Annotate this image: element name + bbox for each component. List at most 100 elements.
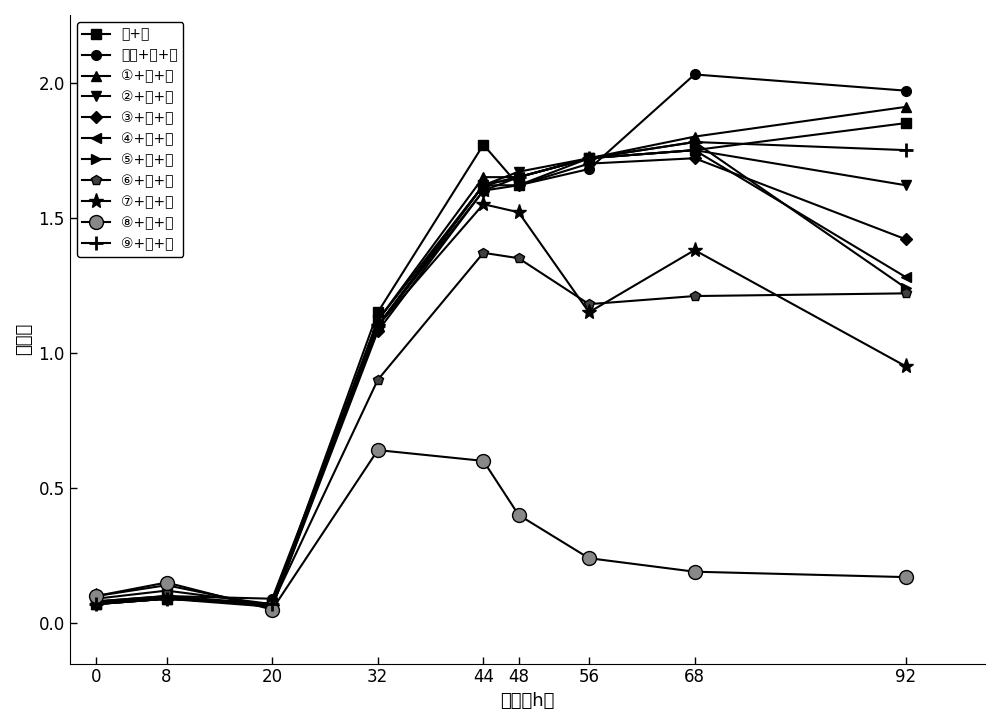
⑧+培+浸 bbox=[372, 446, 384, 455]
④+培+浸 bbox=[477, 186, 489, 195]
⑧+培+浸 bbox=[513, 510, 525, 519]
Line: ⑧+培+浸: ⑧+培+浸 bbox=[89, 443, 913, 616]
⑤+培+浸 bbox=[266, 600, 278, 608]
⑧+培+浸 bbox=[161, 578, 173, 587]
⑨+培+浸 bbox=[583, 154, 595, 162]
②+培+浸 bbox=[90, 597, 102, 606]
②+培+浸 bbox=[477, 181, 489, 190]
⑤+培+浸 bbox=[583, 154, 595, 162]
⑥+培+浸 bbox=[900, 289, 912, 298]
原液+培+浸 bbox=[689, 70, 701, 79]
⑤+培+浸 bbox=[90, 597, 102, 606]
⑦+培+浸 bbox=[583, 308, 595, 317]
⑨+培+浸 bbox=[513, 173, 525, 181]
⑧+培+浸 bbox=[477, 457, 489, 465]
③+培+浸 bbox=[161, 594, 173, 603]
Line: ⑨+培+浸: ⑨+培+浸 bbox=[89, 135, 913, 611]
⑨+培+浸 bbox=[266, 600, 278, 608]
培+浸 bbox=[583, 154, 595, 162]
①+培+浸 bbox=[513, 173, 525, 181]
①+培+浸 bbox=[90, 600, 102, 608]
④+培+浸 bbox=[513, 173, 525, 181]
①+培+浸 bbox=[372, 316, 384, 325]
Line: ①+培+浸: ①+培+浸 bbox=[91, 102, 911, 609]
③+培+浸 bbox=[583, 160, 595, 168]
培+浸 bbox=[266, 600, 278, 608]
培+浸 bbox=[689, 146, 701, 154]
⑥+培+浸 bbox=[689, 291, 701, 300]
⑦+培+浸 bbox=[513, 208, 525, 217]
X-axis label: 时间（h）: 时间（h） bbox=[500, 692, 555, 710]
Y-axis label: 吸光度: 吸光度 bbox=[15, 323, 33, 355]
Line: ③+培+浸: ③+培+浸 bbox=[92, 154, 910, 611]
Line: ④+培+浸: ④+培+浸 bbox=[91, 145, 911, 612]
④+培+浸 bbox=[900, 273, 912, 281]
①+培+浸 bbox=[161, 594, 173, 603]
⑤+培+浸 bbox=[900, 283, 912, 292]
⑥+培+浸 bbox=[90, 594, 102, 603]
③+培+浸 bbox=[477, 186, 489, 195]
④+培+浸 bbox=[90, 600, 102, 608]
⑨+培+浸 bbox=[161, 594, 173, 603]
③+培+浸 bbox=[689, 154, 701, 162]
③+培+浸 bbox=[90, 600, 102, 608]
⑧+培+浸 bbox=[90, 592, 102, 600]
⑤+培+浸 bbox=[372, 316, 384, 325]
③+培+浸 bbox=[513, 181, 525, 190]
③+培+浸 bbox=[372, 327, 384, 336]
③+培+浸 bbox=[266, 602, 278, 611]
⑧+培+浸 bbox=[900, 573, 912, 581]
⑤+培+浸 bbox=[161, 592, 173, 600]
⑧+培+浸 bbox=[689, 568, 701, 576]
Line: ⑤+培+浸: ⑤+培+浸 bbox=[91, 137, 911, 609]
②+培+浸 bbox=[372, 321, 384, 330]
②+培+浸 bbox=[689, 146, 701, 154]
⑤+培+浸 bbox=[689, 138, 701, 146]
④+培+浸 bbox=[583, 154, 595, 162]
原液+培+浸 bbox=[372, 321, 384, 330]
②+培+浸 bbox=[583, 154, 595, 162]
原液+培+浸 bbox=[161, 592, 173, 600]
⑨+培+浸 bbox=[372, 321, 384, 330]
①+培+浸 bbox=[477, 173, 489, 181]
②+培+浸 bbox=[900, 181, 912, 190]
⑦+培+浸 bbox=[372, 321, 384, 330]
Line: 原液+培+浸: 原液+培+浸 bbox=[91, 70, 911, 606]
⑦+培+浸 bbox=[161, 581, 173, 589]
⑤+培+浸 bbox=[513, 173, 525, 181]
⑥+培+浸 bbox=[513, 254, 525, 262]
⑦+培+浸 bbox=[689, 246, 701, 254]
⑧+培+浸 bbox=[583, 554, 595, 563]
Legend: 培+浸, 原液+培+浸, ①+培+浸, ②+培+浸, ③+培+浸, ④+培+浸, ⑤+培+浸, ⑥+培+浸, ⑦+培+浸, ⑧+培+浸, ⑨+培+浸: 培+浸, 原液+培+浸, ①+培+浸, ②+培+浸, ③+培+浸, ④+培+浸,… bbox=[77, 22, 183, 257]
原液+培+浸 bbox=[90, 597, 102, 606]
培+浸 bbox=[161, 594, 173, 603]
①+培+浸 bbox=[583, 154, 595, 162]
Line: ⑥+培+浸: ⑥+培+浸 bbox=[91, 248, 911, 609]
⑥+培+浸 bbox=[583, 300, 595, 309]
⑨+培+浸 bbox=[90, 600, 102, 608]
①+培+浸 bbox=[689, 132, 701, 141]
⑦+培+浸 bbox=[477, 200, 489, 209]
⑨+培+浸 bbox=[689, 138, 701, 146]
⑨+培+浸 bbox=[900, 146, 912, 154]
①+培+浸 bbox=[266, 600, 278, 608]
⑦+培+浸 bbox=[90, 592, 102, 600]
Line: ②+培+浸: ②+培+浸 bbox=[91, 145, 911, 609]
④+培+浸 bbox=[372, 321, 384, 330]
②+培+浸 bbox=[513, 167, 525, 176]
③+培+浸 bbox=[900, 235, 912, 244]
原液+培+浸 bbox=[477, 181, 489, 190]
原液+培+浸 bbox=[900, 86, 912, 95]
⑥+培+浸 bbox=[161, 587, 173, 595]
Line: 培+浸: 培+浸 bbox=[91, 118, 911, 609]
⑦+培+浸 bbox=[266, 602, 278, 611]
原液+培+浸 bbox=[513, 181, 525, 190]
原液+培+浸 bbox=[266, 594, 278, 603]
⑥+培+浸 bbox=[477, 249, 489, 257]
⑧+培+浸 bbox=[266, 605, 278, 614]
培+浸 bbox=[513, 181, 525, 190]
⑥+培+浸 bbox=[372, 376, 384, 384]
⑥+培+浸 bbox=[266, 600, 278, 608]
⑦+培+浸 bbox=[900, 362, 912, 370]
④+培+浸 bbox=[266, 602, 278, 611]
